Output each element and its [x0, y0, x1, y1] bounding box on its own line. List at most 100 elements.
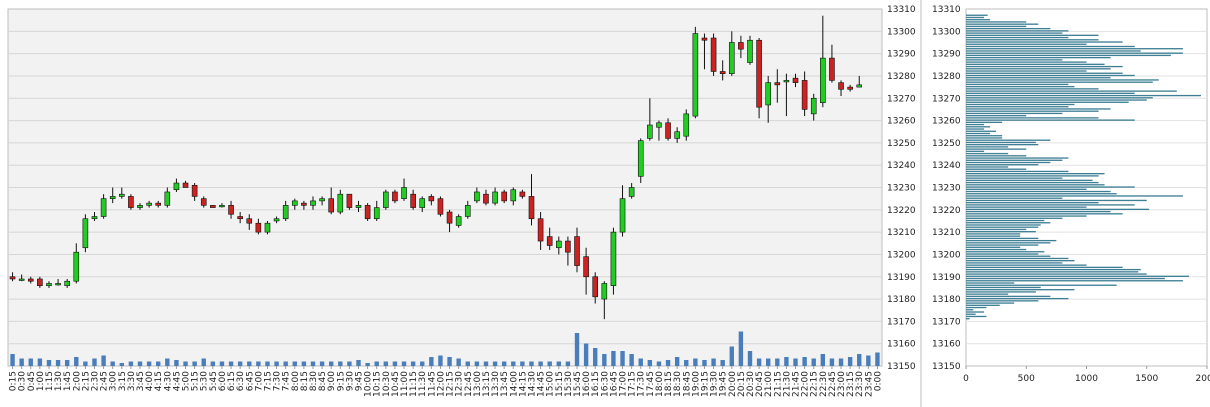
main-x-tick-label: 0:45	[27, 371, 37, 391]
profile-bar	[966, 48, 1183, 50]
main-x-tick-label: 23:45	[864, 371, 874, 397]
main-x-tick-label: 9:15	[336, 371, 346, 391]
volume-bar	[593, 348, 598, 366]
candle	[774, 69, 781, 103]
profile-bar	[966, 246, 1021, 248]
main-x-tick-label: 14:15	[518, 371, 528, 397]
main-y-tick-label: 13220	[887, 206, 916, 216]
candle-body	[137, 205, 143, 208]
candle-body	[291, 200, 298, 206]
profile-bar	[966, 224, 1041, 226]
candle-body	[383, 191, 389, 208]
main-x-tick-label: 7:00	[254, 371, 264, 391]
candle-body	[164, 191, 171, 206]
profile-bar	[966, 289, 1075, 291]
profile-bar	[966, 146, 1009, 148]
main-x-tick-label: 8:30	[309, 371, 319, 391]
volume-bar	[28, 358, 33, 366]
volume-bar	[620, 351, 625, 366]
candle-body	[91, 216, 98, 220]
profile-bar	[966, 41, 1123, 43]
volume-bar	[92, 358, 97, 366]
volume-bar	[265, 361, 270, 366]
candle	[146, 200, 152, 208]
profile-bar	[966, 210, 1111, 213]
main-y-tick-label: 13310	[887, 5, 916, 15]
candle-body	[829, 57, 835, 81]
volume-bar	[474, 361, 480, 366]
main-x-tick-label: 17:00	[619, 371, 629, 397]
main-x-tick-label: 11:45	[427, 371, 437, 397]
volume-bar	[483, 361, 489, 366]
profile-bar	[966, 208, 1150, 211]
volume-bar	[866, 355, 871, 366]
main-x-tick-label: 1:45	[63, 371, 73, 391]
main-y-tick-label: 13290	[887, 50, 916, 60]
profile-bar	[966, 286, 1041, 289]
profile-x-axis: 0 500 1000 1500 2000	[963, 366, 1210, 384]
candle	[556, 236, 562, 255]
candle	[219, 203, 225, 208]
volume-bar	[101, 355, 106, 366]
candle	[483, 189, 489, 206]
candle-body	[556, 240, 562, 249]
profile-bar	[966, 36, 1069, 39]
main-x-tick-label: 19:00	[691, 371, 701, 397]
main-y-tick-label: 13240	[887, 161, 916, 171]
candle-body	[246, 218, 253, 224]
candle-body	[337, 193, 344, 213]
candle-body	[692, 33, 699, 117]
volume-bar	[538, 361, 543, 366]
profile-bar	[966, 190, 1111, 193]
profile-bar	[966, 143, 1039, 146]
candle-body	[55, 283, 61, 286]
profile-bar	[966, 132, 991, 135]
main-x-tick-label: 23:00	[837, 371, 847, 397]
candle-body	[637, 140, 644, 177]
profile-x-tick-label: 1500	[1135, 374, 1158, 384]
volume-bar	[729, 346, 734, 366]
profile-bar	[966, 268, 1141, 271]
profile-y-tick-label: 13270	[932, 94, 961, 104]
volume-bar	[156, 361, 161, 366]
profile-y-tick-label: 13300	[932, 27, 961, 37]
candle-body	[464, 205, 471, 217]
candle	[410, 189, 416, 210]
candle	[701, 33, 708, 70]
candle	[319, 196, 325, 206]
candle-body	[128, 196, 134, 208]
main-x-tick-label: 7:15	[263, 371, 273, 391]
volume-bar	[629, 354, 634, 366]
volume-bar	[37, 358, 43, 366]
profile-bar	[966, 226, 1039, 228]
candle-body	[119, 193, 125, 197]
candle-body	[483, 193, 489, 204]
candle	[537, 212, 544, 250]
candle	[27, 276, 34, 284]
profile-bar	[966, 159, 1063, 161]
profile-bar	[966, 300, 1039, 302]
candle	[55, 278, 61, 286]
candle-body	[701, 37, 708, 41]
main-x-tick-label: 12:45	[464, 371, 474, 397]
profile-bar	[966, 231, 1036, 233]
profile-bar	[966, 83, 1069, 86]
candle-body	[683, 113, 690, 137]
volume-bar	[256, 361, 261, 366]
main-x-tick-label: 14:00	[509, 371, 519, 397]
main-x-axis: 0:15 0:30 0:45 1:00 1:15 1:30 1:45 2:00 2:15 2:30…	[9, 366, 883, 397]
candle	[546, 227, 553, 250]
volume-bar	[228, 361, 234, 366]
profile-bar	[966, 242, 1051, 244]
main-x-tick-label: 3:45	[136, 371, 146, 391]
candle	[246, 214, 253, 230]
candle	[128, 194, 134, 210]
candle	[255, 218, 262, 235]
volume-bar	[283, 361, 288, 366]
main-x-tick-label: 13:45	[500, 371, 510, 397]
main-x-tick-label: 1:00	[36, 371, 46, 391]
profile-bar	[966, 177, 1063, 179]
candle	[528, 174, 535, 226]
profile-x-tick-label: 0	[963, 374, 969, 384]
main-x-tick-label: 15:00	[546, 371, 556, 397]
